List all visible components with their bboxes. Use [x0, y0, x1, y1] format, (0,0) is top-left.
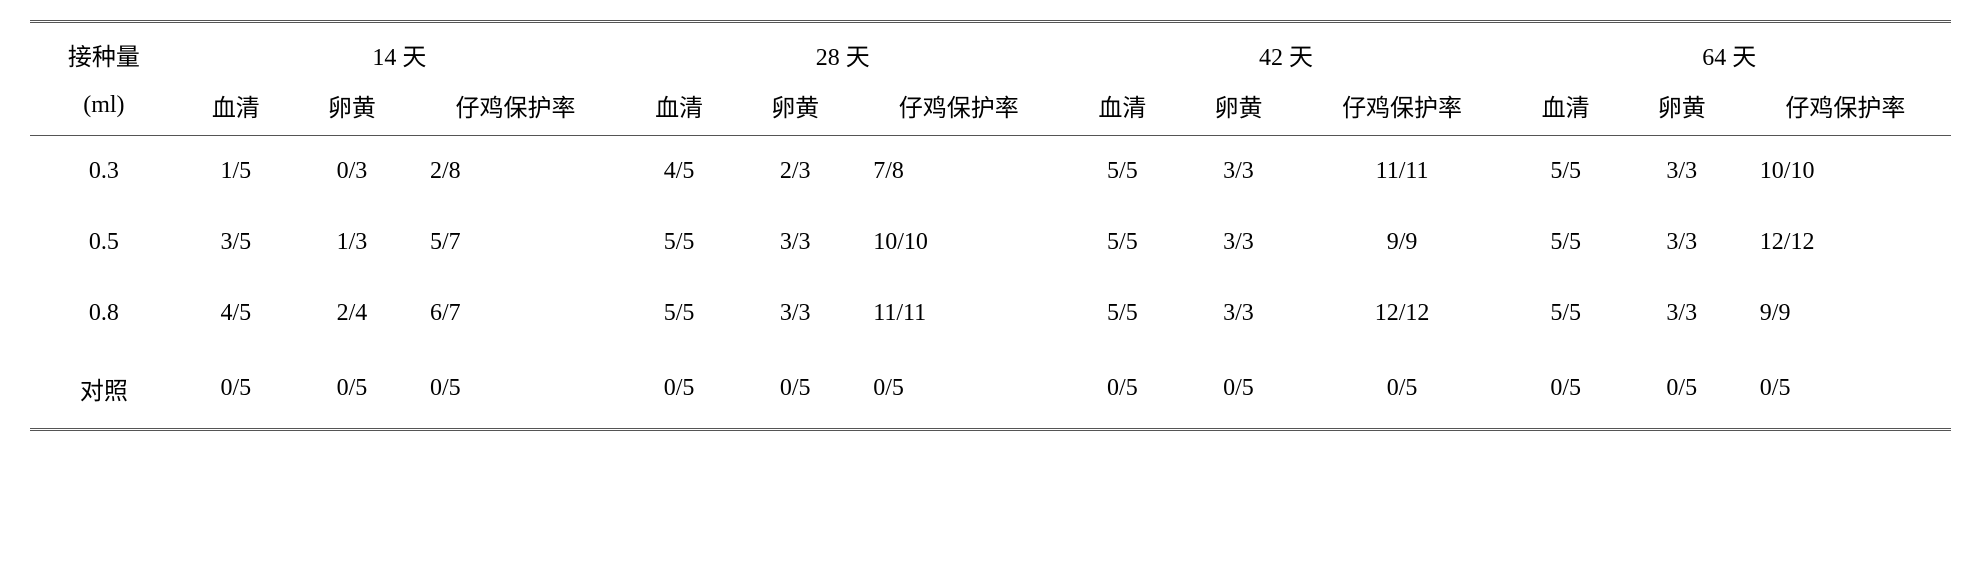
serum-cell: 5/5 — [1508, 207, 1624, 278]
dose-cell: 对照 — [30, 349, 178, 430]
yolk-cell: 3/3 — [737, 207, 853, 278]
sub-serum-2: 血清 — [1064, 80, 1180, 136]
serum-cell: 0/5 — [621, 349, 737, 430]
yolk-cell: 2/4 — [294, 278, 410, 349]
dose-header-unit: (ml) — [30, 80, 178, 136]
sub-yolk-0: 卵黄 — [294, 80, 410, 136]
prot-cell: 10/10 — [1740, 136, 1951, 208]
yolk-cell: 0/3 — [294, 136, 410, 208]
serum-cell: 5/5 — [621, 278, 737, 349]
sub-prot-1: 仔鸡保护率 — [853, 80, 1064, 136]
prot-cell: 10/10 — [853, 207, 1064, 278]
prot-cell: 0/5 — [853, 349, 1064, 430]
dose-cell: 0.8 — [30, 278, 178, 349]
table-row: 0.5 3/5 1/3 5/7 5/5 3/3 10/10 5/5 3/3 9/… — [30, 207, 1951, 278]
table-row: 0.8 4/5 2/4 6/7 5/5 3/3 11/11 5/5 3/3 12… — [30, 278, 1951, 349]
serum-cell: 3/5 — [178, 207, 294, 278]
sub-yolk-1: 卵黄 — [737, 80, 853, 136]
prot-cell: 2/8 — [410, 136, 621, 208]
serum-cell: 1/5 — [178, 136, 294, 208]
prot-cell: 9/9 — [1740, 278, 1951, 349]
sub-yolk-3: 卵黄 — [1624, 80, 1740, 136]
sub-prot-3: 仔鸡保护率 — [1740, 80, 1951, 136]
dose-header-label: 接种量 — [30, 22, 178, 81]
serum-cell: 5/5 — [621, 207, 737, 278]
prot-cell: 5/7 — [410, 207, 621, 278]
yolk-cell: 1/3 — [294, 207, 410, 278]
serum-cell: 4/5 — [178, 278, 294, 349]
prot-cell: 6/7 — [410, 278, 621, 349]
prot-cell: 11/11 — [853, 278, 1064, 349]
prot-cell: 12/12 — [1297, 278, 1508, 349]
yolk-cell: 3/3 — [1624, 207, 1740, 278]
dose-cell: 0.3 — [30, 136, 178, 208]
yolk-cell: 0/5 — [1180, 349, 1296, 430]
prot-cell: 0/5 — [410, 349, 621, 430]
period-header-3: 64 天 — [1508, 22, 1951, 81]
yolk-cell: 0/5 — [737, 349, 853, 430]
yolk-cell: 3/3 — [1624, 136, 1740, 208]
table-row: 对照 0/5 0/5 0/5 0/5 0/5 0/5 0/5 0/5 0/5 0… — [30, 349, 1951, 430]
prot-cell: 9/9 — [1297, 207, 1508, 278]
period-header-1: 28 天 — [621, 22, 1064, 81]
sub-serum-3: 血清 — [1508, 80, 1624, 136]
period-header-0: 14 天 — [178, 22, 621, 81]
serum-cell: 0/5 — [1064, 349, 1180, 430]
sub-serum-0: 血清 — [178, 80, 294, 136]
yolk-cell: 3/3 — [1180, 278, 1296, 349]
yolk-cell: 3/3 — [1180, 136, 1296, 208]
serum-cell: 5/5 — [1064, 278, 1180, 349]
yolk-cell: 0/5 — [1624, 349, 1740, 430]
data-table: 接种量 14 天 28 天 42 天 64 天 (ml) 血清 卵黄 仔鸡保护率… — [30, 20, 1951, 431]
serum-cell: 0/5 — [178, 349, 294, 430]
yolk-cell: 3/3 — [1180, 207, 1296, 278]
sub-yolk-2: 卵黄 — [1180, 80, 1296, 136]
period-header-2: 42 天 — [1064, 22, 1507, 81]
serum-cell: 4/5 — [621, 136, 737, 208]
prot-cell: 7/8 — [853, 136, 1064, 208]
sub-serum-1: 血清 — [621, 80, 737, 136]
yolk-cell: 3/3 — [737, 278, 853, 349]
prot-cell: 0/5 — [1740, 349, 1951, 430]
sub-prot-0: 仔鸡保护率 — [410, 80, 621, 136]
table-row: 0.3 1/5 0/3 2/8 4/5 2/3 7/8 5/5 3/3 11/1… — [30, 136, 1951, 208]
header-row-sublabels: (ml) 血清 卵黄 仔鸡保护率 血清 卵黄 仔鸡保护率 血清 卵黄 仔鸡保护率… — [30, 80, 1951, 136]
prot-cell: 0/5 — [1297, 349, 1508, 430]
prot-cell: 12/12 — [1740, 207, 1951, 278]
yolk-cell: 0/5 — [294, 349, 410, 430]
serum-cell: 0/5 — [1508, 349, 1624, 430]
dose-cell: 0.5 — [30, 207, 178, 278]
sub-prot-2: 仔鸡保护率 — [1297, 80, 1508, 136]
serum-cell: 5/5 — [1064, 136, 1180, 208]
yolk-cell: 2/3 — [737, 136, 853, 208]
header-row-periods: 接种量 14 天 28 天 42 天 64 天 — [30, 22, 1951, 81]
serum-cell: 5/5 — [1508, 278, 1624, 349]
serum-cell: 5/5 — [1508, 136, 1624, 208]
yolk-cell: 3/3 — [1624, 278, 1740, 349]
prot-cell: 11/11 — [1297, 136, 1508, 208]
serum-cell: 5/5 — [1064, 207, 1180, 278]
